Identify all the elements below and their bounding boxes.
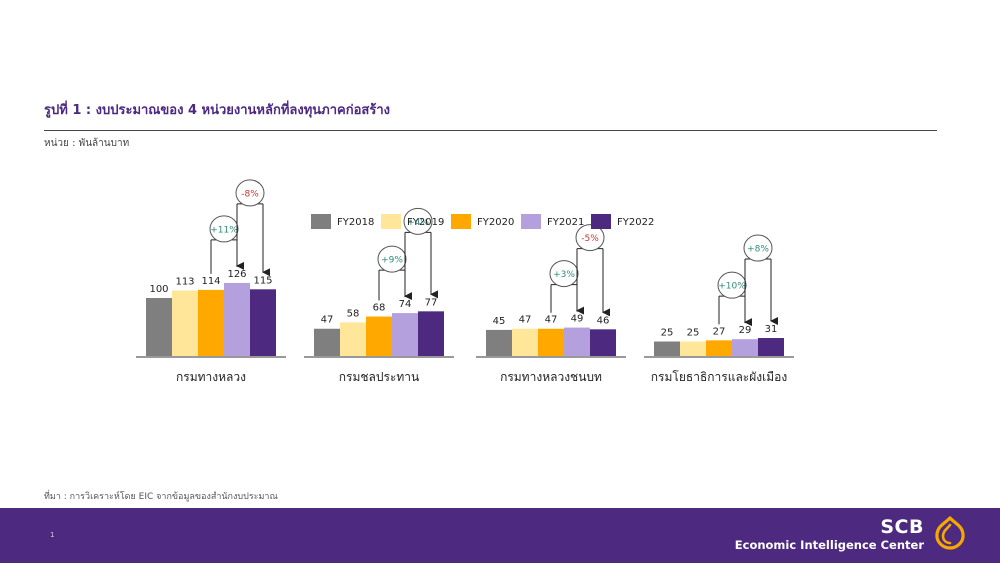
source-note: ที่มา : การวิเคราะห์โดย EIC จากข้อมูลของ… — [44, 492, 278, 502]
change-label: +3% — [553, 270, 575, 280]
data-label: 47 — [545, 315, 558, 326]
legend-label-FY2019: FY2019 — [407, 217, 444, 228]
change-label: +11% — [210, 225, 238, 235]
bar-FY2022-2 — [590, 329, 616, 356]
bar-FY2018-2 — [486, 329, 512, 356]
bar-FY2022-0 — [250, 289, 276, 356]
change-bubble — [377, 245, 407, 273]
data-label: 100 — [149, 284, 168, 295]
data-label: 114 — [201, 276, 220, 287]
change-bubble — [403, 207, 433, 235]
bar-FY2019-3 — [680, 341, 706, 356]
data-label: 115 — [253, 275, 272, 286]
bar-FY2022-1 — [418, 311, 444, 356]
change-bubble — [235, 179, 265, 207]
legend-swatch-FY2019 — [381, 214, 401, 229]
bar-FY2020-2 — [538, 328, 564, 356]
bar-FY2019-1 — [340, 322, 366, 356]
bar-FY2020-0 — [198, 289, 224, 356]
bar-FY2021-3 — [732, 339, 758, 356]
data-label: 49 — [571, 314, 584, 325]
change-bubble — [549, 260, 579, 288]
scb-logo-icon — [935, 516, 965, 550]
bar-FY2022-3 — [758, 338, 784, 356]
bar-FY2018-0 — [146, 298, 172, 356]
bar-FY2021-2 — [564, 327, 590, 356]
change-label: +10% — [718, 282, 746, 292]
legend-label-FY2021: FY2021 — [547, 217, 584, 228]
bar-FY2019-2 — [512, 328, 538, 356]
data-label: 74 — [399, 299, 412, 310]
brand-name: SCB — [880, 516, 924, 538]
bar-FY2018-1 — [314, 328, 340, 356]
data-label: 46 — [597, 315, 610, 326]
legend-label-FY2020: FY2020 — [477, 217, 514, 228]
unit-label: หน่วย : พันล้านบาท — [44, 138, 130, 149]
legend-swatch-FY2018 — [311, 214, 331, 229]
budget-bar-chart: 100 113 114 126 115 กรมทางหลวง 47 58 68 74 77 กรมชล… — [136, 179, 794, 384]
legend-label-FY2022: FY2022 — [617, 217, 654, 228]
data-label: 27 — [713, 326, 726, 337]
bar-FY2021-0 — [224, 282, 250, 356]
legend-swatch-FY2020 — [451, 214, 471, 229]
data-label: 77 — [425, 297, 438, 308]
data-label: 31 — [765, 324, 778, 335]
change-bubble — [743, 234, 773, 262]
data-label: 58 — [347, 308, 360, 319]
data-label: 25 — [661, 328, 674, 339]
bar-FY2020-1 — [366, 316, 392, 356]
change-label: +9% — [381, 256, 403, 266]
legend-swatch-FY2021 — [521, 214, 541, 229]
data-label: 68 — [373, 303, 386, 314]
change-label: -8% — [241, 189, 259, 199]
page-number: 1 — [50, 531, 55, 539]
page-title: รูปที่ 1 : งบประมาณของ 4 หน่วยงานหลักที่… — [44, 103, 390, 118]
category-label: กรมชลประทาน — [339, 370, 419, 384]
change-bubble — [575, 224, 605, 252]
data-label: 25 — [687, 328, 700, 339]
change-label: -5% — [581, 234, 599, 244]
data-label: 29 — [739, 325, 752, 336]
legend-swatch-FY2022 — [591, 214, 611, 229]
brand-subtitle: Economic Intelligence Center — [734, 538, 924, 552]
data-label: 47 — [321, 315, 334, 326]
data-label: 126 — [227, 269, 246, 280]
category-label: กรมทางหลวงชนบท — [500, 370, 602, 384]
bar-FY2019-0 — [172, 290, 198, 356]
change-bubble — [209, 215, 239, 243]
footer-bar — [0, 508, 1000, 563]
change-bubble — [717, 271, 747, 299]
data-label: 47 — [519, 315, 532, 326]
title-divider — [44, 130, 937, 131]
category-label: กรมโยธาธิการและผังเมือง — [651, 370, 787, 384]
data-label: 45 — [493, 316, 506, 327]
change-label: +8% — [747, 245, 769, 255]
bar-FY2021-1 — [392, 313, 418, 356]
bar-FY2018-3 — [654, 341, 680, 356]
change-label: +4% — [407, 218, 429, 228]
legend-label-FY2018: FY2018 — [337, 217, 374, 228]
category-label: กรมทางหลวง — [176, 370, 246, 384]
bar-FY2020-3 — [706, 340, 732, 356]
data-label: 113 — [175, 276, 194, 287]
